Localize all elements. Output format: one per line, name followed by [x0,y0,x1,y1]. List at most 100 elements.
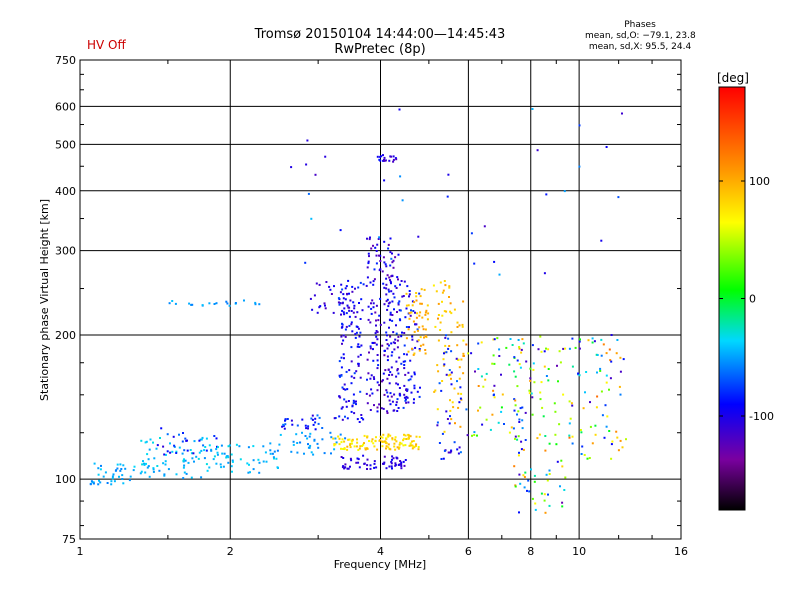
data-point [380,407,383,410]
data-point [420,302,423,305]
data-point [366,464,369,467]
colorbar-gradient [718,86,746,511]
data-point [323,452,326,455]
data-point [493,362,496,365]
data-point [271,452,274,455]
data-point [230,453,233,456]
data-point [175,452,178,454]
data-point [411,440,414,443]
data-point [413,387,416,390]
data-point [391,467,393,470]
data-point [539,391,542,394]
data-point [385,339,388,341]
data-point [265,460,268,463]
data-point [181,452,184,455]
data-point [200,449,203,452]
data-point [163,473,166,476]
data-point [359,353,362,356]
data-point [367,260,370,263]
data-point [381,270,384,273]
data-point [391,275,394,277]
data-point [373,466,376,469]
data-point [364,448,367,451]
data-point [569,417,572,420]
data-point [392,331,395,334]
data-point [354,315,357,318]
data-point [456,326,459,328]
data-point [383,354,386,357]
data-point [448,369,451,371]
data-point [389,371,392,374]
data-point [568,436,571,439]
data-point [401,199,404,202]
data-point [517,410,520,413]
data-point [441,314,444,317]
data-point [153,457,156,460]
data-point [622,358,625,361]
data-point [226,302,229,305]
data-point [547,493,549,496]
data-point [174,302,177,305]
data-point [453,441,456,444]
data-point [443,449,446,452]
data-point [386,359,389,362]
data-point [541,406,544,409]
x-axis-label: Frequency [MHz] [334,558,426,571]
data-point [314,173,317,176]
data-point [397,372,400,375]
data-point [405,337,408,340]
data-point [533,480,536,483]
data-point [296,442,299,444]
data-point [190,303,193,306]
data-point [314,428,317,431]
data-point [390,395,393,398]
data-point [100,464,102,467]
data-point [183,464,186,467]
data-point [374,246,377,249]
data-point [166,450,169,453]
data-point [116,463,119,466]
data-point [225,456,228,459]
data-point [258,471,261,474]
data-point [276,449,279,452]
data-point [605,425,608,428]
data-point [338,360,341,363]
data-point [342,334,345,337]
data-point [373,445,376,448]
data-point [344,388,347,391]
data-point [404,459,407,461]
data-point [360,298,363,301]
data-point [497,421,500,424]
data-point [352,301,355,304]
data-point [183,458,185,461]
data-point [198,439,201,442]
data-point [228,444,231,447]
data-point [120,468,123,470]
data-point [536,437,539,440]
data-point [121,474,124,477]
data-point [394,436,397,439]
data-point [372,306,375,309]
data-point [414,445,417,447]
data-point [544,449,547,452]
data-point [343,440,346,443]
data-point [332,311,335,314]
phase-stats-o: mean, sd,O: −79.1, 23.8 [585,31,696,41]
data-point [341,406,344,409]
data-point [580,431,583,434]
data-point [402,406,405,409]
data-point [335,441,338,444]
data-point [416,328,419,331]
data-point [462,339,465,342]
data-point [437,370,440,373]
data-point [557,380,559,383]
data-point [389,403,392,406]
data-point [418,349,421,352]
data-point [459,397,462,400]
data-point [395,324,397,327]
data-point [399,460,402,462]
data-point [445,373,448,376]
data-point [378,269,381,272]
data-point [530,468,532,471]
data-point [447,347,450,350]
